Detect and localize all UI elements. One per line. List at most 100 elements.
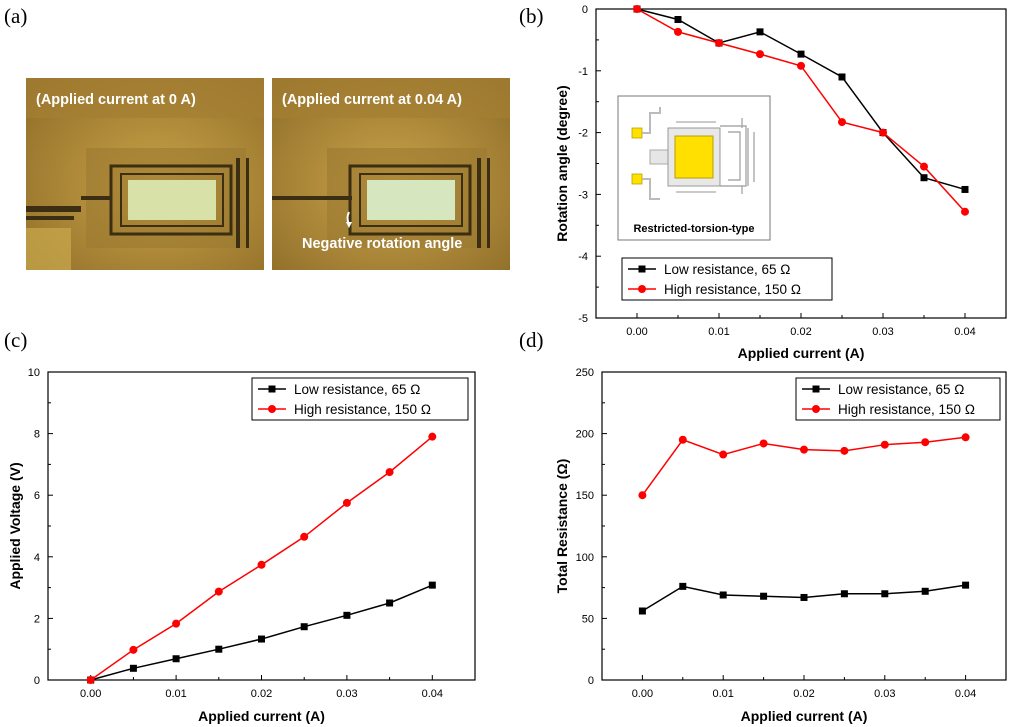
data-point-circle [172,619,181,628]
data-point-square [838,73,846,81]
x-axis-label: Applied current (A) [741,708,868,724]
y-tick-label: 2 [34,613,40,625]
data-point-circle [129,645,138,654]
micrograph-max-current: (Applied current at 0.04 A) Negative rot… [272,78,510,270]
x-tick-label: 0.02 [251,688,272,700]
data-point-square [881,590,889,598]
data-point-circle [756,50,764,59]
data-point-square [386,599,394,607]
y-tick-label: 150 [576,490,594,502]
plot-frame [601,371,1007,681]
data-point-square [679,582,687,590]
inset-label: Restricted-torsion-type [633,223,754,235]
data-point-square [674,16,682,24]
micrograph-zero-current: (Applied current at 0 A) [26,78,264,270]
data-point-circle [719,450,728,459]
data-point-square [961,185,969,193]
legend-marker-circle [638,285,646,293]
y-tick-label: 0 [34,675,40,687]
data-point-square [172,655,180,663]
y-axis-label: Applied Voltage (V) [7,462,23,589]
plot-frame [47,371,476,681]
x-tick-label: 0.00 [626,326,647,338]
y-tick-label: 4 [34,552,40,564]
data-point-square [921,587,929,595]
legend-marker-circle [268,405,276,413]
legend-marker-square [268,385,276,393]
data-point-circle [342,498,351,507]
x-tick-label: 0.04 [954,326,975,338]
legend-label: High resistance, 150 Ω [664,282,801,297]
legend-label: High resistance, 150 Ω [838,402,975,417]
data-point-circle [880,440,889,449]
x-tick-label: 0.03 [872,326,893,338]
data-point-square [428,581,436,589]
data-point-square [87,676,95,684]
inset-pad-top [631,127,643,139]
micrograph-right-caption: (Applied current at 0.04 A) [282,92,462,108]
series-line [90,584,433,681]
x-tick-label: 0.02 [790,326,811,338]
y-tick-label: -4 [578,251,588,263]
y-axis-label: Rotation angle (degree) [554,85,570,241]
panel-label-d: (d) [519,328,544,352]
device-inset: Restricted-torsion-type [617,95,771,241]
legend-label: Low resistance, 65 Ω [838,382,964,397]
data-point-circle [674,27,682,36]
y-tick-label: 6 [34,490,40,502]
x-tick-label: 0.04 [955,688,976,700]
legend-box [251,377,469,421]
data-point-circle [715,38,723,47]
data-point-square [962,581,970,589]
data-point-circle [961,207,969,216]
y-axis-label: Total Resistance (Ω) [554,459,570,594]
panel-label-c: (c) [4,328,28,352]
y-tick-label: 0 [588,675,594,687]
data-point-square [129,664,137,672]
data-point-circle [800,445,808,454]
y-tick-label: 100 [576,552,594,564]
x-tick-label: 0.00 [632,688,653,700]
y-tick-label: 50 [582,613,594,625]
data-point-square [879,129,887,137]
data-point-circle [920,162,928,171]
data-point-circle [759,439,768,448]
y-tick-label: 8 [34,429,40,441]
data-point-square [760,592,768,600]
panel-label-a: (a) [4,4,28,28]
data-point-circle [797,61,805,70]
data-point-circle [385,468,394,477]
data-point-square [215,645,223,653]
x-tick-label: 0.03 [874,688,895,700]
legend-box [621,257,833,301]
series-line [90,436,433,681]
data-point-square [920,174,928,182]
data-point-circle [257,560,266,569]
data-point-square [756,28,764,36]
data-point-square [300,623,308,631]
data-point-square [343,611,351,619]
data-point-square [715,39,723,47]
data-point-circle [214,587,223,596]
data-point-circle [86,676,95,684]
y-tick-label: -2 [578,128,588,140]
data-point-circle [638,491,647,500]
y-tick-label: -5 [578,313,588,325]
y-tick-label: -3 [578,189,588,201]
data-point-square [258,635,265,643]
panel-label-b: (b) [519,4,544,28]
data-point-circle [840,446,849,455]
x-axis-label: Applied current (A) [738,345,865,361]
data-point-circle [300,532,309,541]
y-tick-label: 200 [576,429,594,441]
data-point-square [633,5,641,13]
x-tick-label: 0.01 [165,688,186,700]
x-tick-label: 0.03 [336,688,357,700]
series-line [636,8,966,213]
data-point-square [840,590,848,598]
legend-label: Low resistance, 65 Ω [294,382,420,397]
data-point-square [638,607,646,615]
legend-label: Low resistance, 65 Ω [664,262,790,277]
data-point-square [719,591,727,599]
inset-mirror [674,135,714,179]
